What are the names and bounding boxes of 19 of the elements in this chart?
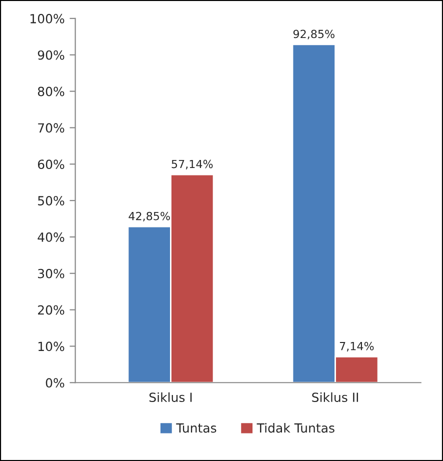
y-tick-label: 100% <box>30 14 64 24</box>
data-label: 42,85% <box>128 212 170 222</box>
data-label: 92,85% <box>293 30 334 40</box>
data-label: 57,14% <box>172 160 213 170</box>
y-tick-label: 20% <box>38 305 64 315</box>
y-tick-label: 0% <box>46 378 64 388</box>
x-tick-label: Siklus I <box>149 392 192 402</box>
data-label: 7,14% <box>340 342 374 352</box>
y-tick-label: 70% <box>38 123 64 133</box>
y-tick-label: 10% <box>38 342 64 352</box>
y-tick-label: 50% <box>38 196 64 206</box>
legend-label: Tidak Tuntas <box>256 423 334 433</box>
y-tick-label: 30% <box>38 268 64 278</box>
legend-label: Tuntas <box>176 423 216 433</box>
x-tick-label: Siklus II <box>312 392 358 402</box>
y-tick-label: 80% <box>38 86 64 96</box>
y-tick-label: 40% <box>38 232 64 242</box>
y-tick-label: 90% <box>38 50 64 60</box>
y-tick-label: 60% <box>38 160 64 170</box>
